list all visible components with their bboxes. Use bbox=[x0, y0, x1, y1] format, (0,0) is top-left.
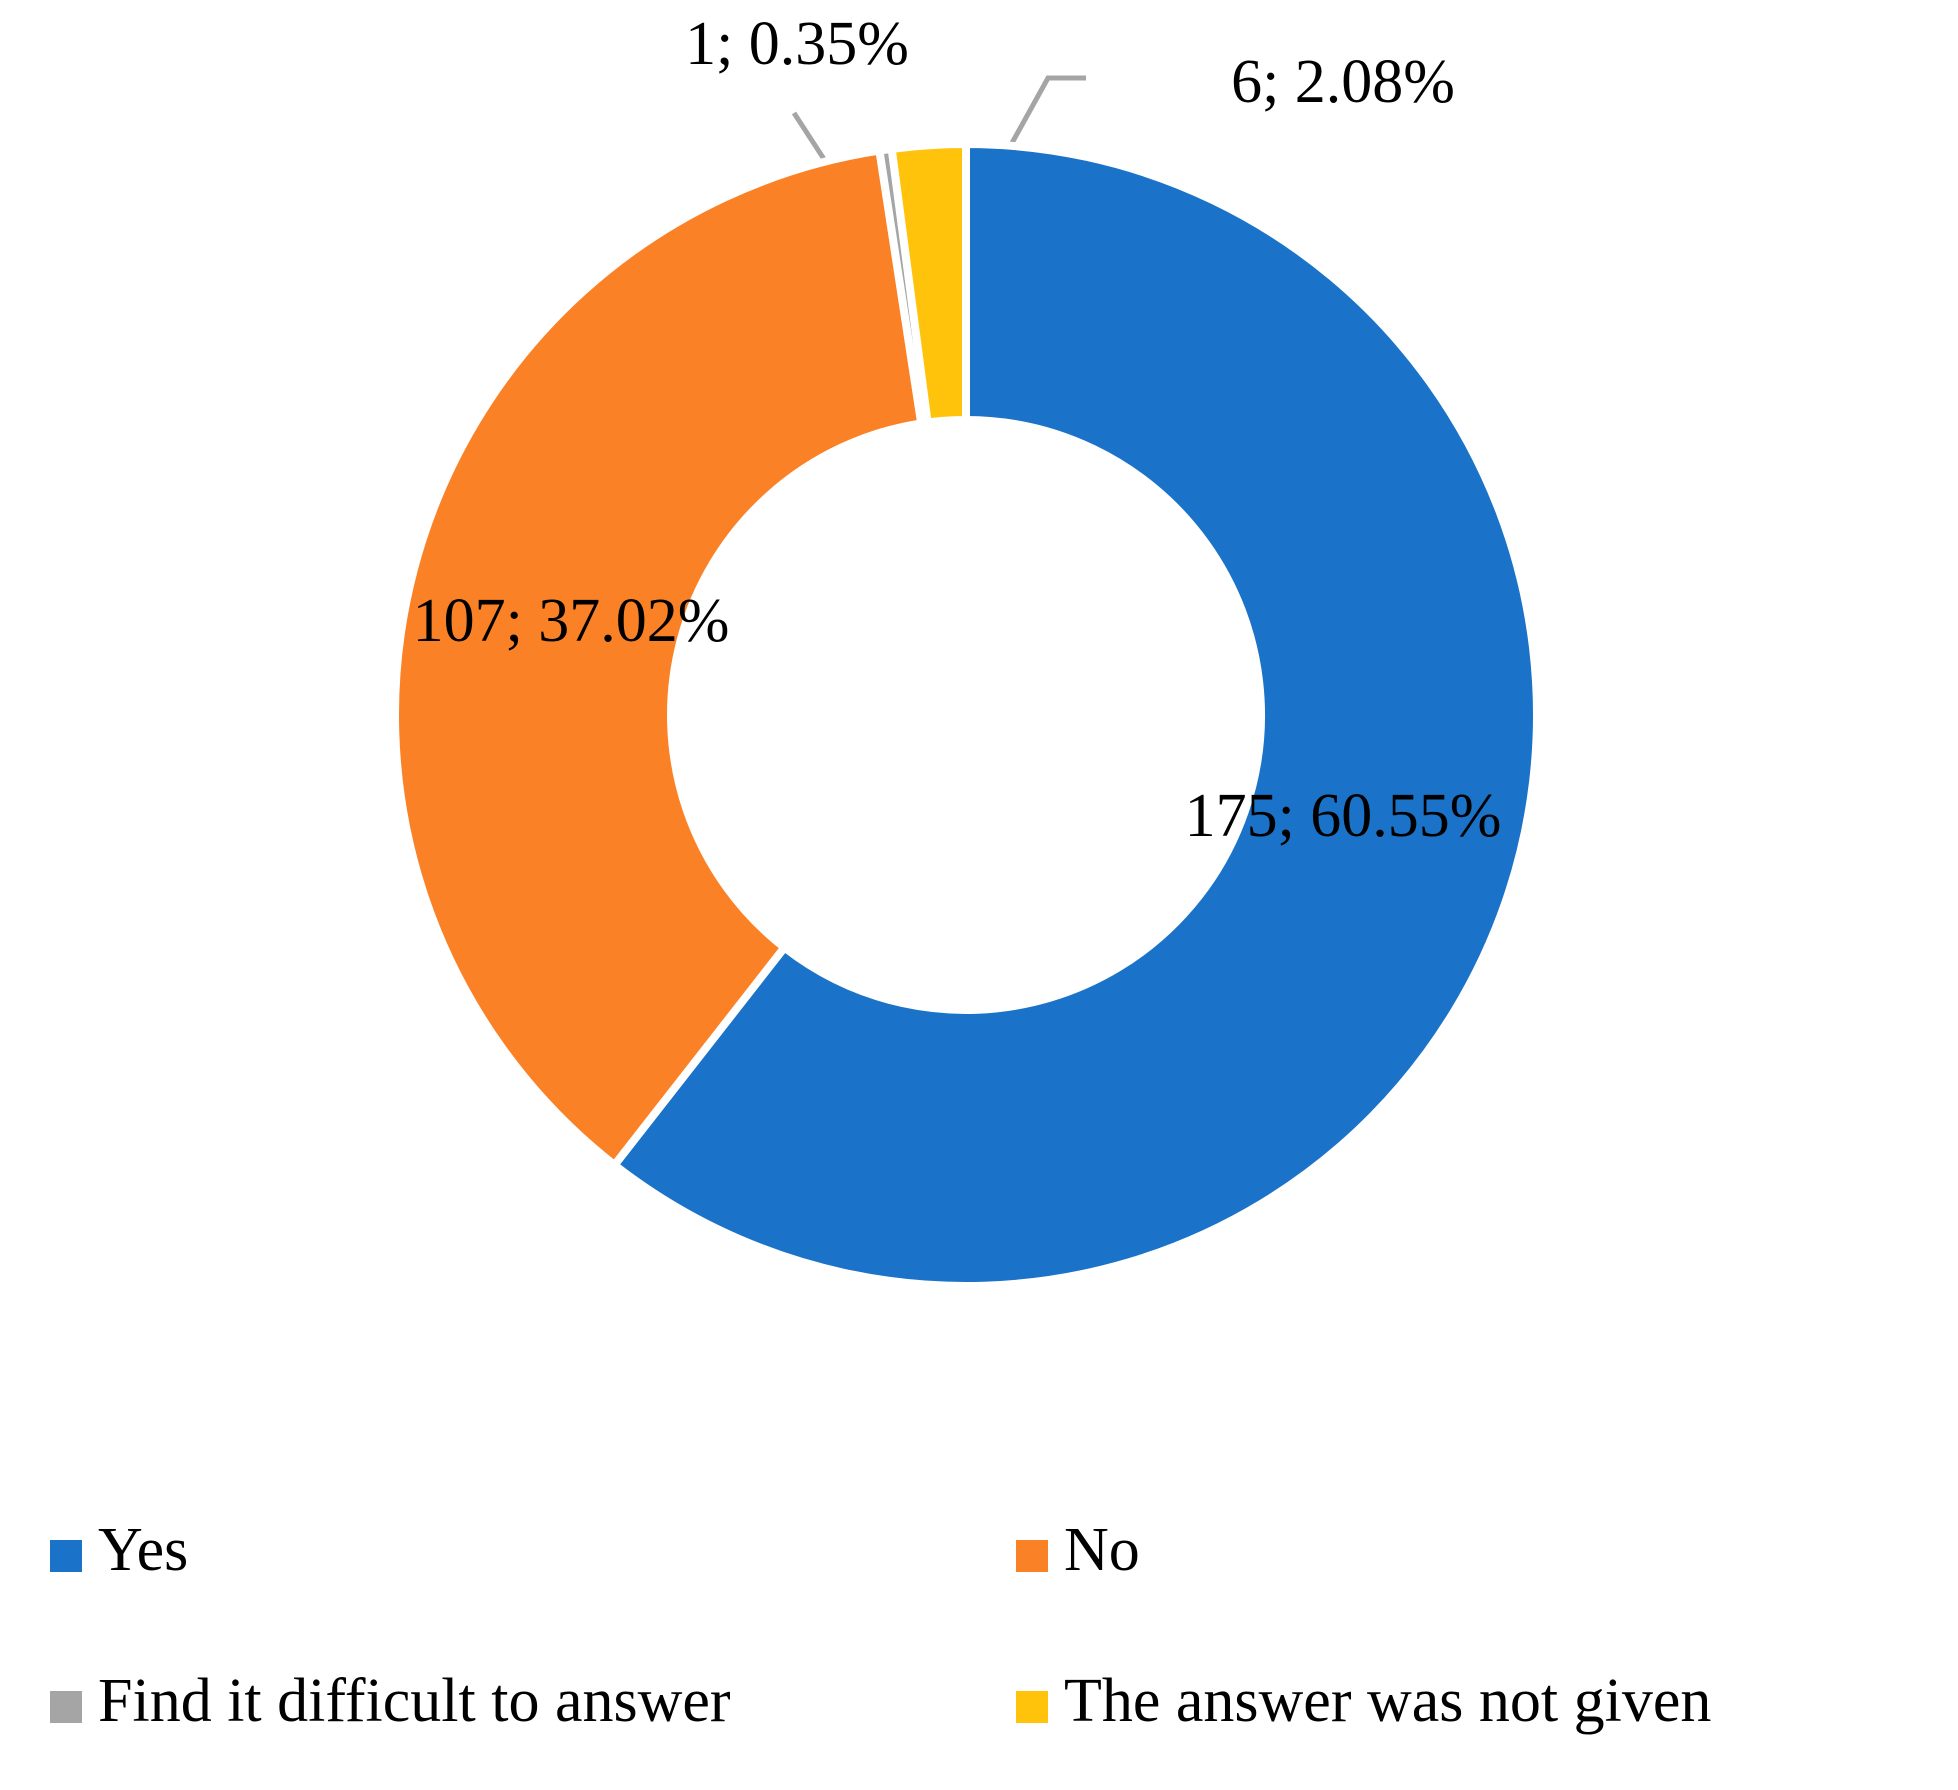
legend-swatch bbox=[1016, 1540, 1048, 1572]
legend-label: Yes bbox=[98, 1516, 188, 1584]
data-label: 175; 60.55% bbox=[1185, 782, 1502, 850]
data-label: 1; 0.35% bbox=[685, 10, 909, 78]
legend-swatch bbox=[1016, 1691, 1048, 1723]
legend-label: Find it difficult to answer bbox=[98, 1667, 731, 1735]
legend-swatch bbox=[50, 1691, 82, 1723]
legend-swatch bbox=[50, 1540, 82, 1572]
data-label: 6; 2.08% bbox=[1231, 48, 1455, 116]
data-label: 107; 37.02% bbox=[413, 587, 730, 655]
legend-label: No bbox=[1064, 1516, 1140, 1584]
donut-segment bbox=[608, 139, 1541, 1290]
donut-segment bbox=[887, 139, 970, 427]
donut-segment bbox=[391, 146, 926, 1171]
legend-label: The answer was not given bbox=[1064, 1667, 1711, 1735]
